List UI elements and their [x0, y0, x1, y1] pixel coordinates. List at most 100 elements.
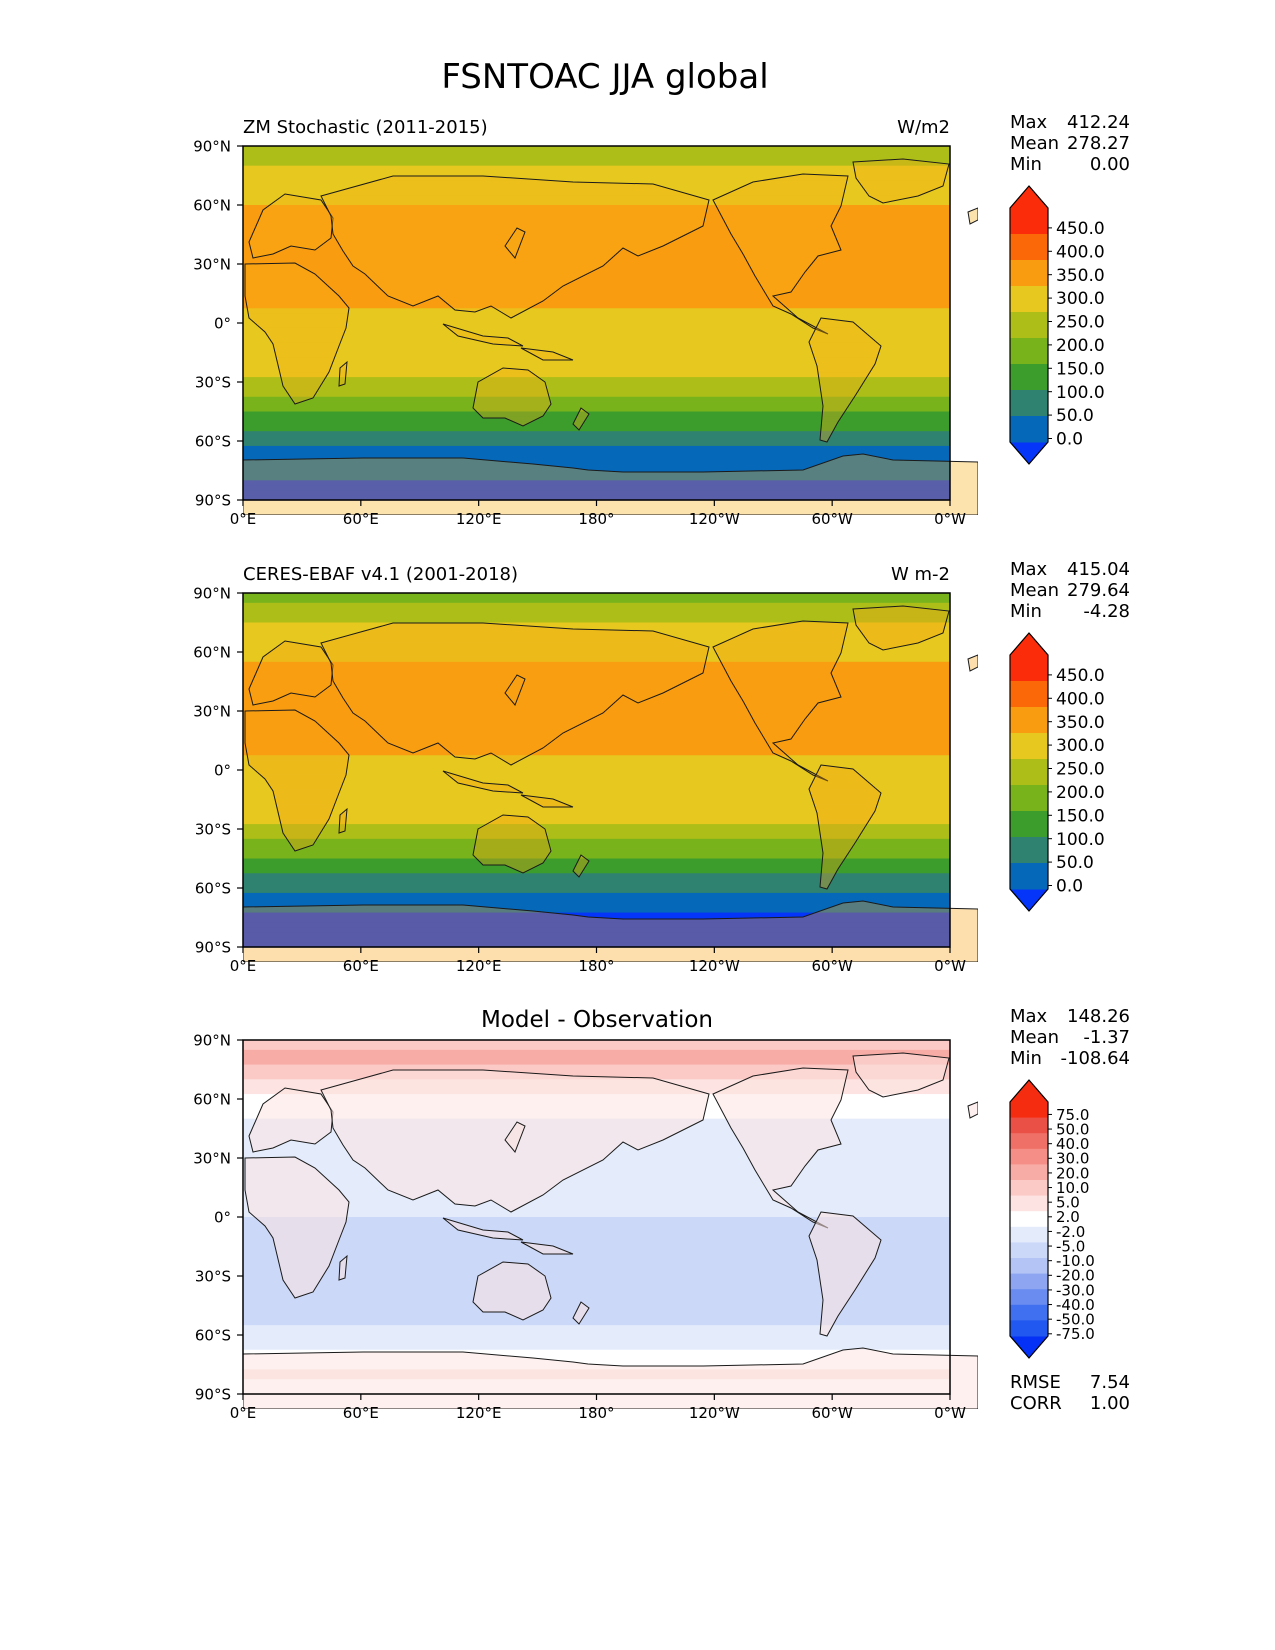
zonal-band	[243, 1241, 950, 1248]
colorbar-segment	[1010, 785, 1048, 812]
lon-tick-label: 0°E	[230, 510, 257, 528]
zonal-band	[243, 1339, 950, 1346]
zonal-band	[243, 465, 950, 472]
colorbar-tick-label: 0.0	[1056, 430, 1083, 450]
zonal-band	[243, 1359, 950, 1366]
zonal-band	[243, 160, 950, 167]
colorbar-segment	[1010, 1226, 1048, 1243]
lon-tick-label: 120°W	[689, 1404, 740, 1422]
colorbar-segment	[1010, 1102, 1048, 1119]
colorbar-tick-label: 10.0	[1056, 1179, 1089, 1197]
lon-tick-label: 120°W	[689, 957, 740, 975]
colorbar-segment	[1010, 837, 1048, 864]
panel-model: ZM Stochastic (2011-2015) W/m2 90°N 60°N 3…	[193, 117, 978, 528]
zonal-band	[243, 1271, 950, 1277]
zonal-band	[243, 1197, 950, 1203]
lat-tick-label: 60°N	[193, 197, 231, 215]
panel-title: Model - Observation	[481, 1007, 713, 1033]
zonal-band	[243, 799, 950, 806]
zonal-band	[243, 1049, 950, 1056]
lon-tick-label: 180°	[578, 510, 614, 528]
zonal-band	[243, 411, 950, 418]
lat-tick-label: 30°N	[193, 703, 231, 721]
colorbar-extend-min	[1010, 889, 1048, 911]
colorbar-tick-label: 300.0	[1056, 289, 1105, 309]
lat-tick-label: 0°	[214, 762, 231, 780]
zonal-band	[243, 268, 950, 275]
lat-tick-label: 60°N	[193, 1091, 231, 1109]
zonal-band	[243, 897, 950, 904]
stat-label: Min	[1010, 154, 1042, 175]
stat-value-min: -108.64	[1061, 1048, 1130, 1069]
colorbar-segment	[1010, 416, 1048, 443]
lon-tick-label: 0°W	[934, 1404, 966, 1422]
colorbar-segment	[1010, 234, 1048, 261]
zonal-band	[243, 1300, 950, 1307]
zonal-band	[243, 1162, 950, 1169]
zonal-band	[243, 612, 950, 619]
zonal-band	[243, 1202, 950, 1208]
zonal-band	[243, 421, 950, 427]
zonal-band	[243, 829, 950, 835]
zonal-band	[243, 602, 950, 609]
colorbar-outline	[1009, 632, 1049, 912]
lon-tick-label: 60°W	[811, 957, 853, 975]
zonal-band	[243, 593, 950, 599]
zonal-band	[243, 327, 950, 334]
zonal-band	[243, 1231, 950, 1238]
zonal-band	[243, 597, 950, 604]
colorbar-tick-label: -30.0	[1056, 1281, 1095, 1299]
zonal-band	[243, 809, 950, 815]
zonal-band	[243, 1290, 950, 1297]
colorbar-tick-label: 40.0	[1056, 1135, 1089, 1153]
stat-value-min: -4.28	[1083, 601, 1130, 622]
lat-tick-label: 60°S	[195, 433, 231, 451]
panel-difference: Model - Observation 90°N 60°N 30°N 0° 30°S 60…	[193, 1007, 978, 1422]
colorbar-tick-label: 100.0	[1056, 830, 1105, 850]
zonal-band	[243, 347, 950, 354]
lat-tick-label: 90°S	[195, 939, 231, 957]
zonal-band	[243, 436, 950, 442]
stat-value-mean: -1.37	[1083, 1027, 1130, 1048]
colorbar-tick-label: -2.0	[1056, 1223, 1085, 1241]
stat-label: Mean	[1010, 133, 1059, 154]
colorbar-tick-label: 400.0	[1056, 242, 1105, 262]
lon-tick-label: 60°E	[343, 1404, 379, 1422]
zonal-band	[243, 1305, 950, 1312]
lat-tick-label: 0°	[214, 1209, 231, 1227]
zonal-band	[243, 1167, 950, 1174]
skill-label: CORR	[1010, 1393, 1062, 1414]
colorbar-segment	[1010, 681, 1048, 708]
zonal-band	[243, 416, 950, 422]
skill-value-rmse: 7.54	[1090, 1372, 1130, 1393]
zonal-band	[243, 283, 950, 290]
zonal-band	[243, 303, 950, 309]
zonal-band	[243, 441, 950, 447]
zonal-band	[243, 873, 950, 879]
zonal-band	[243, 720, 950, 727]
zonal-band	[243, 912, 950, 919]
zonal-band	[243, 902, 950, 909]
colorbar-segment	[1010, 1211, 1048, 1228]
colorbar-tick-label: 100.0	[1056, 383, 1105, 403]
zonal-band	[243, 445, 950, 452]
zonal-band	[243, 740, 950, 747]
zonal-band	[243, 1182, 950, 1189]
zonal-band	[243, 1054, 950, 1061]
lon-tick-label: 0°E	[230, 957, 257, 975]
zonal-band	[243, 377, 950, 383]
zonal-band	[243, 725, 950, 732]
skill-scores: RMSE 7.54 CORR 1.00	[1010, 1372, 1130, 1414]
colorbar-outline	[1009, 1079, 1049, 1359]
zonal-band	[243, 770, 950, 776]
lat-tick-label: 30°N	[193, 256, 231, 274]
zonal-band	[243, 622, 950, 629]
zonal-band	[243, 1040, 950, 1046]
zonal-band	[243, 278, 950, 285]
zonal-band	[243, 750, 950, 756]
stat-label: Max	[1010, 1006, 1048, 1027]
zonal-band	[243, 789, 950, 796]
colorbar-segment	[1010, 1273, 1048, 1290]
lon-tick-label: 60°E	[343, 957, 379, 975]
